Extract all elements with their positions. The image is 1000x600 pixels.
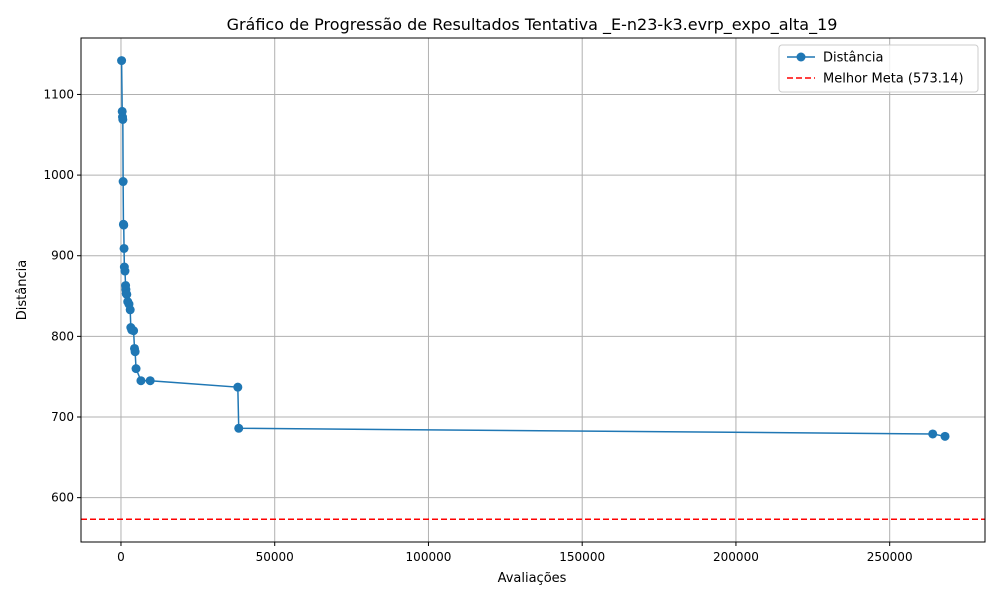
data-point [119,220,129,230]
data-point [136,376,146,386]
chart-title: Gráfico de Progressão de Resultados Tent… [227,15,838,35]
data-point [117,56,127,66]
x-tick-label: 0 [117,550,125,564]
data-point [122,289,132,299]
x-tick-label: 100000 [406,550,452,564]
data-point [125,305,135,315]
data-point [120,266,130,276]
data-point [145,376,155,386]
data-point [119,243,129,253]
x-axis-ticks: 0 50000 100000 150000 200000 250000 [117,542,913,564]
series [117,56,950,441]
y-tick-label: 900 [51,249,74,263]
x-axis-label: Avaliações [498,571,567,586]
data-point [234,423,244,433]
data-point [118,114,128,124]
y-tick-label: 700 [51,410,74,424]
data-point [129,326,139,336]
legend-reference-label: Melhor Meta (573.14) [823,72,964,87]
y-tick-label: 800 [51,329,74,343]
plot-frame [80,37,986,543]
legend-series-marker [796,52,806,62]
data-point [130,347,140,357]
y-axis-label: Distância [15,260,30,320]
y-tick-label: 1000 [43,168,74,182]
data-point [118,177,128,187]
data-point [233,382,243,392]
y-tick-label: 1100 [43,87,74,101]
legend-series-label: Distância [823,51,883,66]
legend: Distância Melhor Meta (573.14) [778,44,979,93]
data-point [131,364,141,374]
y-axis-ticks: 600 700 800 900 1000 1100 [43,87,81,505]
data-point [928,429,938,439]
x-tick-label: 250000 [867,550,913,564]
grid [81,38,985,542]
legend-box [778,44,979,93]
x-tick-label: 200000 [713,550,759,564]
data-point [940,431,950,441]
y-tick-label: 600 [51,491,74,505]
x-tick-label: 50000 [256,550,294,564]
x-tick-label: 150000 [559,550,605,564]
